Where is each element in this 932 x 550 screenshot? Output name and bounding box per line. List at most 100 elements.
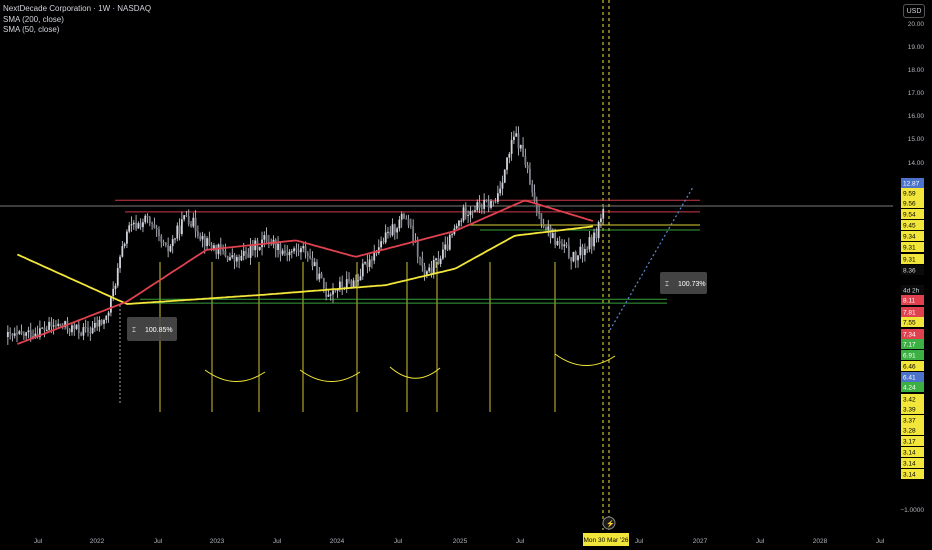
- candle-body-5: [18, 331, 21, 334]
- candle-body-21: [55, 325, 57, 327]
- candle-body-259: [600, 218, 602, 222]
- candle-body-176: [409, 225, 412, 227]
- candle-body-200: [464, 207, 467, 216]
- candle-body-205: [476, 202, 479, 211]
- y-tick-label-1: 19.00: [908, 44, 925, 51]
- rounding-bottom-0: [204, 369, 266, 382]
- crosshair-date-label: Mon 30 Mar '26: [584, 537, 629, 544]
- candle-body-179: [416, 240, 419, 257]
- candle-body-122: [286, 252, 289, 256]
- candle-body-63: [151, 223, 154, 225]
- candle-body-105: [247, 253, 250, 258]
- candle-body-106: [249, 245, 252, 258]
- candle-body-244: [565, 244, 568, 246]
- candle-body-117: [274, 239, 277, 251]
- price-label-6: 9.31: [903, 245, 916, 252]
- price-label-19: 3.42: [903, 397, 916, 404]
- candle-body-121: [284, 250, 286, 253]
- currency-button[interactable]: USD: [903, 4, 925, 18]
- candle-body-136: [318, 273, 321, 280]
- price-label-box-16: [901, 361, 924, 371]
- candle-body-171: [398, 219, 401, 229]
- candle-body-38: [93, 322, 96, 328]
- candle-body-16: [43, 327, 46, 331]
- candle-body-133: [311, 257, 314, 267]
- candle-body-230: [533, 192, 536, 202]
- candle-body-146: [341, 281, 344, 288]
- candle-body-50: [121, 246, 124, 257]
- y-tick-label-3: 17.00: [908, 90, 925, 97]
- candle-body-110: [258, 247, 261, 250]
- candle-body-202: [469, 211, 472, 216]
- candle-body-185: [430, 267, 433, 275]
- price-label-box-15: [901, 350, 924, 360]
- price-label-box-20: [901, 404, 924, 414]
- x-tick-label-7: 2025: [453, 538, 468, 545]
- x-tick-label-3: 2023: [210, 538, 225, 545]
- candle-body-19: [50, 321, 53, 327]
- candle-body-194: [451, 234, 453, 236]
- candle-body-216: [501, 182, 504, 189]
- candle-body-28: [71, 325, 73, 333]
- candle-body-17: [45, 329, 48, 331]
- candle-body-95: [224, 250, 227, 257]
- candle-body-255: [590, 237, 593, 247]
- candle-body-56: [135, 222, 137, 229]
- candle-body-177: [412, 226, 415, 242]
- candle-body-160: [373, 251, 376, 261]
- y-tick-label-5: 15.00: [908, 136, 925, 143]
- measure-label-0: 100.85%: [145, 327, 173, 334]
- candle-body-189: [439, 258, 442, 265]
- candle-body-135: [316, 262, 318, 280]
- candle-body-86: [203, 235, 206, 247]
- price-label-box-21: [901, 415, 924, 425]
- candle-body-243: [563, 244, 566, 247]
- candle-body-172: [400, 213, 403, 220]
- price-label-box-4: [901, 220, 924, 230]
- candle-body-123: [288, 251, 291, 256]
- candle-body-59: [142, 222, 144, 228]
- candle-body-1: [9, 332, 12, 334]
- candle-body-47: [114, 285, 117, 289]
- candle-body-154: [359, 276, 362, 281]
- candle-body-221: [513, 136, 515, 141]
- candle-body-196: [455, 225, 458, 229]
- candle-body-150: [350, 280, 353, 288]
- candle-body-218: [506, 157, 508, 170]
- candle-body-52: [126, 231, 128, 244]
- candle-body-104: [245, 251, 247, 254]
- candle-body-245: [567, 245, 570, 258]
- price-label-1: 9.59: [903, 191, 916, 198]
- sma200-line: [17, 225, 594, 305]
- candle-body-188: [437, 258, 440, 265]
- candle-body-62: [148, 217, 151, 224]
- y-tick-label-7: −1.0000: [900, 507, 924, 514]
- candle-body-78: [185, 215, 188, 217]
- price-label-box-8: [901, 265, 924, 275]
- candle-body-192: [446, 244, 449, 250]
- candle-body-10: [29, 330, 32, 338]
- candle-body-193: [448, 235, 451, 250]
- x-tick-label-1: 2022: [90, 538, 105, 545]
- candle-body-167: [389, 231, 392, 236]
- candle-body-81: [192, 217, 195, 227]
- candle-body-233: [540, 213, 543, 224]
- candle-body-187: [435, 258, 437, 260]
- candle-body-7: [22, 333, 25, 336]
- candle-body-144: [336, 289, 339, 291]
- candle-body-173: [403, 213, 405, 219]
- candle-body-44: [107, 312, 110, 316]
- price-label-box-25: [901, 458, 924, 468]
- candle-body-41: [100, 319, 103, 324]
- y-tick-label-0: 20.00: [908, 21, 925, 28]
- candle-body-139: [325, 288, 328, 297]
- candle-body-165: [384, 232, 387, 243]
- candle-body-127: [297, 250, 300, 253]
- price-label-box-0: [901, 178, 924, 188]
- x-tick-label-10: 2027: [693, 538, 708, 545]
- rounding-bottom-3: [554, 353, 616, 366]
- candle-body-148: [345, 279, 348, 289]
- price-label-25: 3.14: [903, 461, 916, 468]
- candle-body-132: [309, 255, 312, 258]
